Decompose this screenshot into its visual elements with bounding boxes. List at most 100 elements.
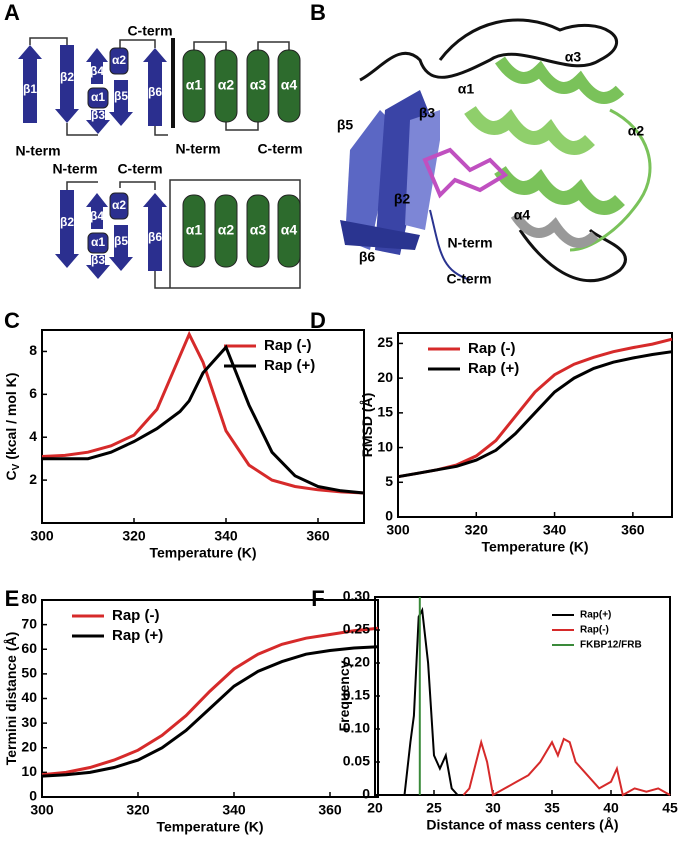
y-tick-label: 0.20 — [343, 654, 370, 670]
y-tick-label: 0.30 — [343, 588, 370, 604]
terminus-label: N-term — [15, 143, 60, 159]
y-tick-label: 10 — [21, 763, 37, 779]
legend-label: Rap(+) — [580, 610, 611, 621]
y-tick-label: 20 — [21, 738, 37, 754]
x-tick-label: 340 — [543, 522, 567, 538]
strand — [86, 193, 108, 229]
strand — [109, 225, 133, 271]
connector — [193, 41, 290, 131]
y-axis-label: Termini distance (Å) — [3, 632, 19, 766]
x-tick-label: 340 — [222, 802, 246, 818]
series-line — [42, 344, 365, 495]
y-axis-label-rest: (kcal / mol K) — [3, 373, 19, 460]
series-line — [41, 645, 379, 778]
structure-label: β3 — [419, 105, 436, 121]
structure-label: β6 — [359, 249, 376, 265]
panel-label: D — [310, 308, 326, 333]
y-tick-label: 5 — [385, 473, 393, 489]
connector — [66, 179, 301, 289]
y-axis-label-main: Termini distance (Å) — [3, 632, 19, 766]
y-axis-label-main: Frequency — [336, 660, 352, 731]
y-axis-label-main: RMSD (Å) — [359, 393, 375, 458]
y-tick-label: 4 — [29, 428, 37, 444]
strand — [86, 255, 110, 279]
structure-label: N-term — [447, 235, 492, 251]
y-tick-label: 50 — [21, 665, 37, 681]
series-line — [403, 606, 459, 796]
y-tick-label: 0.10 — [343, 720, 370, 736]
y-tick-label: 30 — [21, 714, 37, 730]
x-tick-label: 30 — [485, 800, 501, 816]
plot-frame — [397, 332, 673, 518]
legend-label: Rap (+) — [468, 360, 519, 377]
y-tick-label: 0.05 — [343, 753, 370, 769]
strand — [55, 190, 79, 268]
x-tick-label: 320 — [465, 522, 489, 538]
legend-label: Rap (-) — [112, 607, 160, 624]
x-tick-label: 360 — [318, 802, 342, 818]
y-tick-label: 0.15 — [343, 687, 370, 703]
element-label: α1 — [186, 222, 203, 238]
terminus-label: C-term — [257, 141, 302, 157]
x-axis-label: Temperature (K) — [481, 539, 588, 555]
element-label: β1 — [23, 82, 37, 96]
y-tick-label: 6 — [29, 385, 37, 401]
strand — [143, 48, 167, 126]
y-axis-label: CV (kcal / mol K) — [3, 373, 22, 481]
element-label: β2 — [60, 70, 74, 84]
element-label: β6 — [148, 85, 162, 99]
y-tick-label: 2 — [29, 471, 37, 487]
strand — [86, 48, 108, 84]
y-tick-label: 25 — [377, 334, 393, 350]
strand — [55, 45, 79, 123]
helix — [277, 194, 301, 268]
element-label: α2 — [218, 222, 235, 238]
small-helix — [109, 192, 129, 220]
small-helix — [109, 47, 129, 75]
series-line — [41, 330, 365, 495]
y-tick-label: 0 — [362, 786, 370, 802]
element-label: β4 — [90, 209, 104, 223]
panel-label: C — [4, 308, 20, 333]
helix — [182, 49, 206, 123]
panel-label: E — [5, 586, 20, 611]
structure-label: α4 — [514, 207, 531, 223]
x-tick-label: 300 — [386, 522, 410, 538]
x-axis-label: Temperature (K) — [149, 545, 256, 561]
series-line — [397, 350, 673, 479]
strand — [18, 45, 42, 123]
helix — [246, 49, 270, 123]
x-tick-label: 320 — [122, 528, 146, 544]
y-tick-label: 0 — [385, 508, 393, 524]
x-tick-label: 25 — [426, 800, 442, 816]
element-label: β3 — [91, 253, 105, 267]
element-label: α2 — [112, 198, 126, 212]
structure-label: α1 — [458, 81, 475, 97]
strand — [143, 193, 167, 271]
legend-label: Rap(-) — [580, 625, 609, 636]
element-label: β5 — [114, 234, 128, 248]
y-axis-label: RMSD (Å) — [359, 393, 375, 458]
helix — [214, 194, 238, 268]
x-tick-label: 360 — [621, 522, 645, 538]
small-helix — [87, 87, 109, 109]
strand — [109, 80, 133, 126]
element-label: α4 — [281, 77, 298, 93]
plot-frame — [41, 329, 365, 524]
structure-label: β5 — [337, 117, 354, 133]
y-tick-label: 20 — [377, 369, 393, 385]
y-tick-label: 10 — [377, 438, 393, 454]
y-axis-label-main: C — [3, 470, 19, 480]
y-tick-label: 15 — [377, 404, 393, 420]
terminus-label: N-term — [52, 161, 97, 177]
panel-label: B — [310, 0, 326, 25]
element-label: β4 — [90, 64, 104, 78]
legend-label: Rap (+) — [112, 627, 163, 644]
panel-label: F — [311, 586, 324, 611]
element-label: β5 — [114, 89, 128, 103]
x-tick-label: 360 — [306, 528, 330, 544]
element-label: α1 — [186, 77, 203, 93]
y-tick-label: 70 — [21, 615, 37, 631]
helix — [182, 194, 206, 268]
